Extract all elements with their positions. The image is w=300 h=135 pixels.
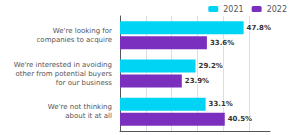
svg-text:29.2%: 29.2% xyxy=(199,62,223,70)
svg-text:33.1%: 33.1% xyxy=(209,100,233,108)
svg-text:companies to acquire: companies to acquire xyxy=(37,36,113,44)
svg-text:23.9%: 23.9% xyxy=(185,77,209,85)
svg-text:other from potential buyers: other from potential buyers xyxy=(15,70,112,78)
svg-text:We're interested in avoiding: We're interested in avoiding xyxy=(14,61,112,69)
svg-text:2021: 2021 xyxy=(223,5,243,14)
svg-text:33.6%: 33.6% xyxy=(210,39,234,47)
svg-text:about it at all: about it at all xyxy=(65,112,112,120)
svg-text:for our business: for our business xyxy=(56,79,113,87)
svg-text:2022: 2022 xyxy=(267,5,287,14)
svg-text:47.8%: 47.8% xyxy=(247,24,271,32)
svg-text:We're looking for: We're looking for xyxy=(53,27,112,35)
svg-text:We're not thinking: We're not thinking xyxy=(48,103,112,111)
svg-text:40.5%: 40.5% xyxy=(228,115,252,123)
